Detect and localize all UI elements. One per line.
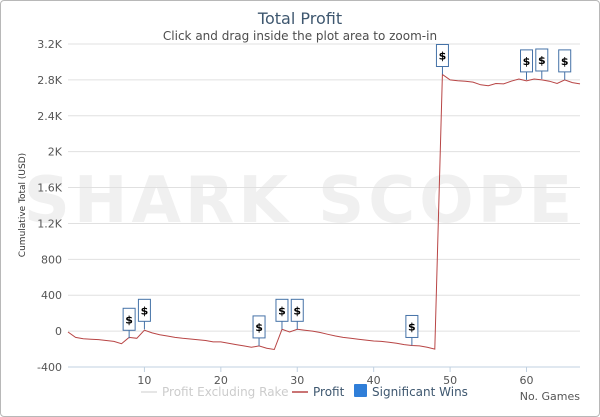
- flag-label: $: [538, 54, 546, 67]
- flag-box[interactable]: [275, 298, 289, 322]
- flag-box[interactable]: [535, 48, 549, 72]
- legend[interactable]: Profit Excluding Rake Profit Significant W…: [141, 384, 468, 399]
- flag-box[interactable]: [137, 298, 151, 322]
- flag-label: $: [408, 320, 416, 333]
- flag-label: $: [523, 55, 531, 68]
- flag-label: $: [561, 55, 569, 68]
- legend-symbol: [354, 384, 367, 397]
- flag-label: $: [278, 304, 286, 317]
- x-tick-label: 30: [290, 374, 304, 387]
- x-tick-label: 50: [443, 374, 457, 387]
- legend-label: Significant Wins: [372, 385, 468, 399]
- flag-label: $: [293, 304, 301, 317]
- legend-item[interactable]: Profit Excluding Rake: [141, 385, 288, 399]
- chart-subtitle: Click and drag inside the plot area to z…: [163, 29, 437, 43]
- flag-label: $: [439, 50, 447, 63]
- significant-win-flag[interactable]: $: [535, 48, 549, 79]
- x-axis-title: No. Games: [520, 390, 581, 403]
- y-tick-label: 2.8K: [37, 74, 62, 87]
- significant-win-flag[interactable]: $: [252, 315, 266, 346]
- significant-win-flag[interactable]: $: [275, 298, 289, 330]
- significant-wins-flags[interactable]: $ $ $ $ $ $ $ $ $ $: [122, 44, 572, 346]
- series-layer[interactable]: [67, 73, 581, 351]
- legend-item[interactable]: Significant Wins: [354, 384, 468, 399]
- y-tick-label: 800: [41, 253, 62, 266]
- y-tick-label: 2K: [48, 146, 63, 159]
- flag-box[interactable]: [405, 314, 419, 338]
- y-tick-label: 2.4K: [37, 110, 62, 123]
- flag-label: $: [141, 304, 149, 317]
- profit-series-line[interactable]: [67, 73, 581, 351]
- y-tick-label: -400: [37, 361, 62, 374]
- legend-label: Profit: [313, 385, 345, 399]
- y-axis-title: Cumulative Total (USD): [18, 153, 28, 257]
- significant-win-flag[interactable]: $: [435, 44, 449, 75]
- watermark: SHARK SCOPE: [24, 164, 576, 238]
- x-tick-label: 60: [520, 374, 534, 387]
- legend-item[interactable]: Profit: [292, 385, 345, 399]
- y-tick-label: 3.2K: [37, 38, 62, 51]
- flag-box[interactable]: [520, 49, 534, 73]
- flag-label: $: [125, 313, 133, 326]
- y-tick-label: 400: [41, 289, 62, 302]
- y-tick-label: 1.6K: [37, 182, 62, 195]
- x-tick-label: 10: [137, 374, 151, 387]
- flag-label: $: [255, 321, 263, 334]
- significant-win-flag[interactable]: $: [558, 49, 572, 80]
- legend-label: Profit Excluding Rake: [162, 385, 288, 399]
- x-tick-label: 40: [367, 374, 381, 387]
- significant-win-flag[interactable]: $: [137, 298, 151, 330]
- flag-box[interactable]: [290, 298, 304, 322]
- chart-title: Total Profit: [257, 9, 342, 28]
- axes: -400 0 400 800 1.2K 1.6K 2K 2.4K 2.8K 3.2K 10 20 30 4…: [37, 38, 580, 387]
- x-tick-label: 20: [214, 374, 228, 387]
- significant-win-flag[interactable]: $: [122, 307, 136, 339]
- y-tick-label: 0: [55, 325, 62, 338]
- significant-win-flag[interactable]: $: [290, 298, 304, 330]
- significant-win-flag[interactable]: $: [405, 314, 419, 346]
- significant-win-flag[interactable]: $: [520, 49, 534, 80]
- flag-box[interactable]: [252, 315, 266, 339]
- flag-box[interactable]: [435, 44, 449, 68]
- flag-box[interactable]: [122, 307, 136, 331]
- watermark-text: SHARK SCOPE: [24, 164, 576, 238]
- flag-box[interactable]: [558, 49, 572, 73]
- y-tick-label: 1.2K: [37, 217, 62, 230]
